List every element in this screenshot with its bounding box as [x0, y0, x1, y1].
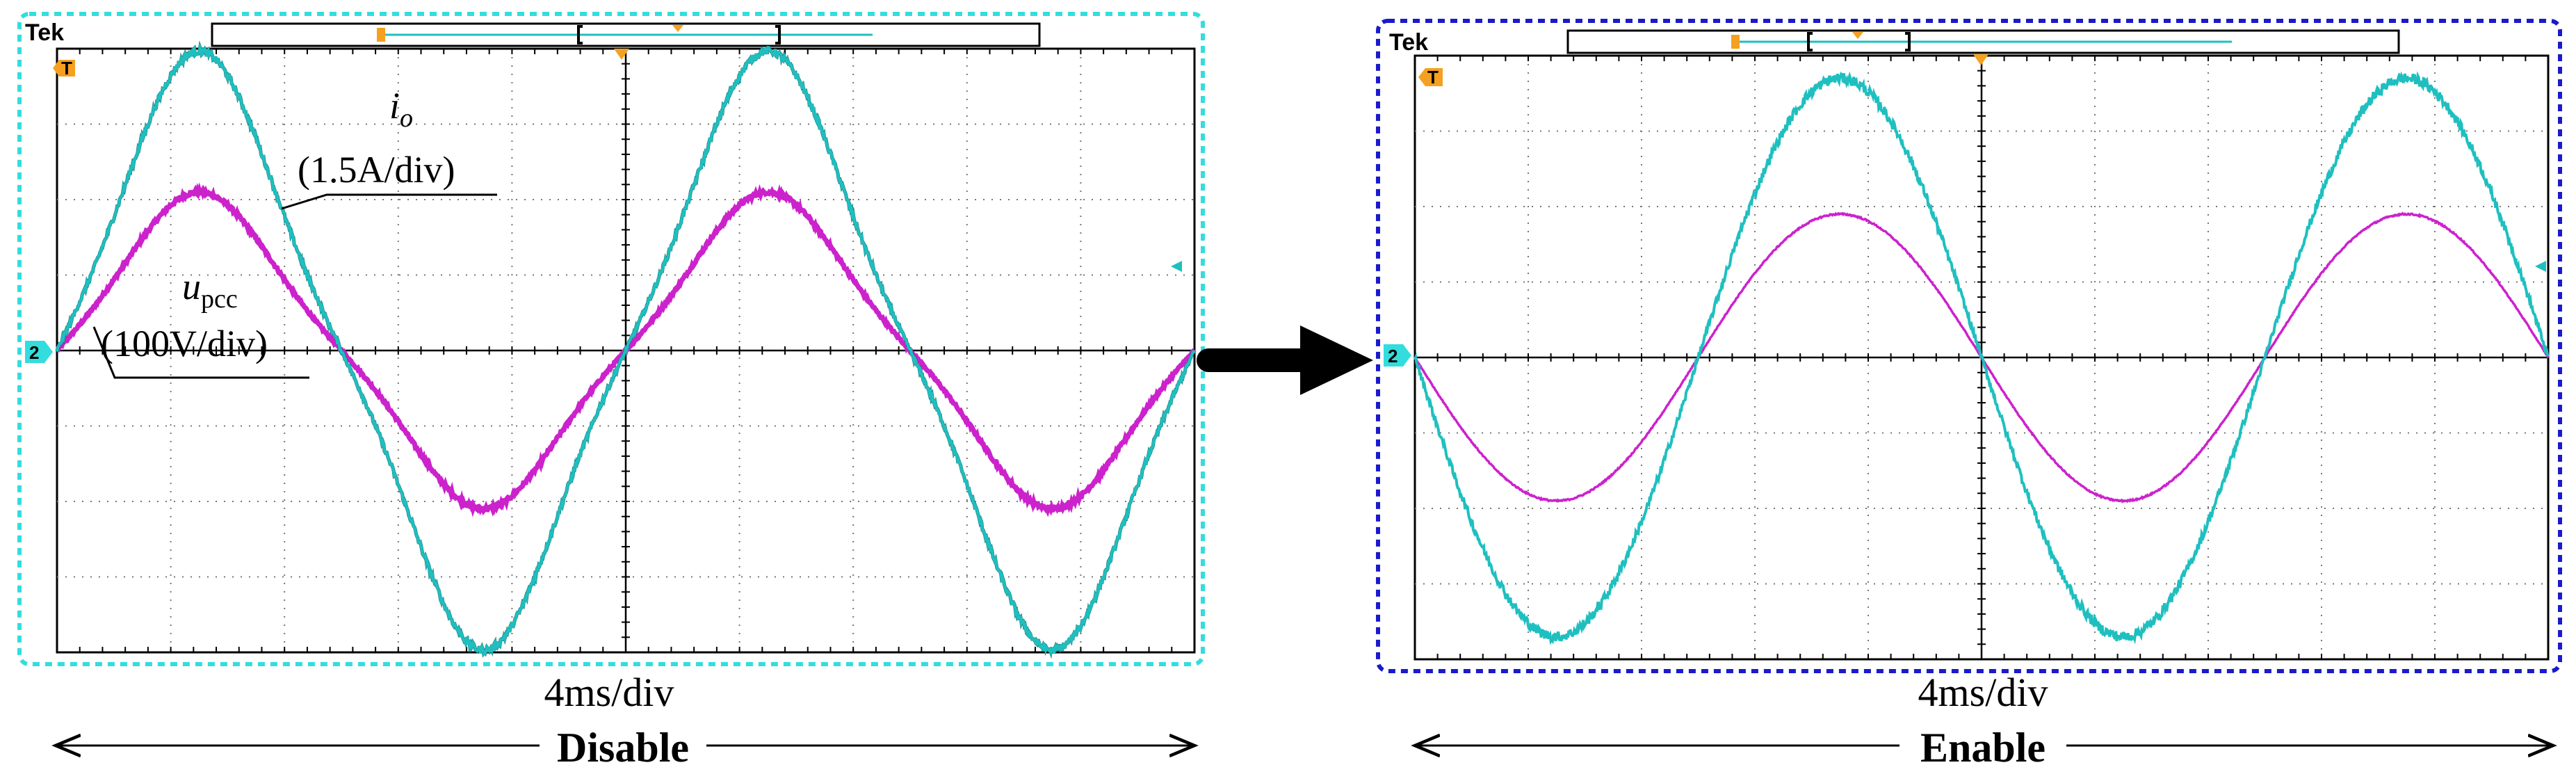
mode-label-disable: Disable	[557, 725, 689, 771]
channel2-ground-marker-right: 2	[1384, 344, 1411, 367]
svg-text:T: T	[1427, 67, 1439, 88]
traces-left	[55, 40, 1197, 659]
current-scale-label: (1.5A/div)	[298, 149, 455, 191]
mode-label-bg-right	[1899, 723, 2066, 772]
svg-text:2: 2	[29, 342, 39, 363]
mode-label-bg-left	[540, 723, 706, 772]
highlight-frame-left	[17, 12, 1205, 666]
svg-text:upcc: upcc	[182, 266, 238, 314]
current-symbol: i	[389, 85, 400, 127]
highlight-frame-right	[1376, 19, 2562, 673]
svg-text:2: 2	[1388, 346, 1398, 367]
voltage-annotation: upcc (100V/div)	[92, 266, 309, 379]
svg-text:io: io	[389, 85, 413, 133]
record-bar-left	[211, 22, 1041, 47]
trigger-level-marker-left: T	[53, 58, 75, 79]
trigger-time-marker-left	[614, 49, 629, 60]
timebase-label-right: 4ms/div	[1918, 670, 2048, 715]
scope-brand-left: Tek	[25, 19, 64, 46]
voltage-leader-line	[92, 326, 309, 379]
current-subscript: o	[400, 104, 413, 133]
timebase-label-left: 4ms/div	[544, 670, 674, 715]
trigger-time-marker-right	[1973, 54, 1988, 65]
record-bracket-close-left	[775, 25, 781, 45]
trace-i_o-left	[56, 42, 1196, 658]
voltage-scale-label: (100V/div)	[101, 323, 268, 364]
trigger-level-marker-right: T	[1418, 67, 1443, 88]
record-bracket-open-right	[1807, 32, 1813, 51]
trigger-pos-marker-right	[1852, 32, 1863, 39]
traces-right	[1413, 71, 2550, 645]
scope-panel-disable: Tek T 2 io (1.5A/div) upcc (100V/div)	[17, 12, 1205, 772]
current-annotation: io (1.5A/div)	[281, 85, 497, 210]
current-leader-line	[281, 193, 497, 210]
voltage-subscript: pcc	[201, 284, 238, 314]
mode-label-enable: Enable	[1920, 725, 2046, 771]
record-bracket-close-right	[1905, 32, 1911, 51]
channel-offscreen-marker-right	[2535, 261, 2546, 272]
svg-text:T: T	[61, 58, 72, 79]
channel-offscreen-marker-left	[1171, 261, 1182, 272]
scope-panel-enable: Tek T 2 4ms/div Enable	[1376, 19, 2562, 772]
channel2-ground-marker-left: 2	[25, 341, 53, 363]
trace-i_o-right	[1413, 71, 2550, 645]
transition-arrow	[1197, 325, 1373, 395]
trigger-flag-left	[377, 28, 385, 42]
trigger-flag-right	[1731, 35, 1740, 49]
record-bracket-open-left	[577, 25, 583, 45]
voltage-symbol: u	[182, 266, 201, 307]
scope-brand-right: Tek	[1389, 29, 1428, 56]
trigger-pos-marker-left	[672, 25, 683, 32]
